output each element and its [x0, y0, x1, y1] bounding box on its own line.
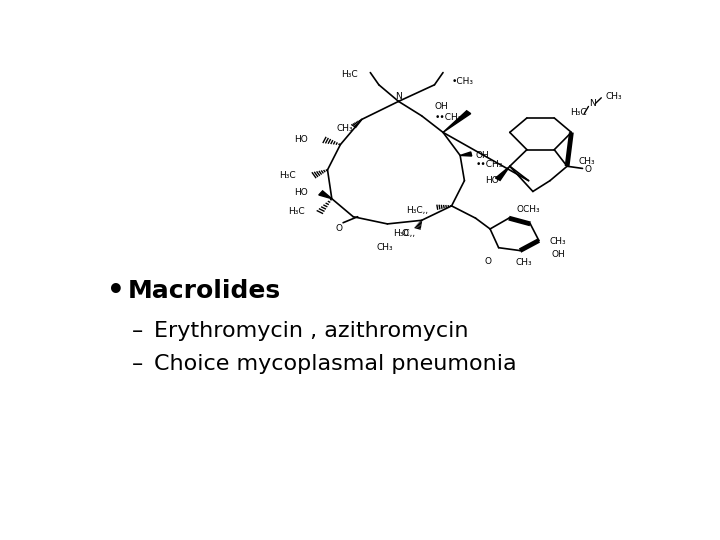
Polygon shape	[319, 191, 332, 199]
Text: CH₃: CH₃	[377, 243, 393, 252]
Text: H₃C: H₃C	[288, 207, 305, 216]
Text: CH₃: CH₃	[578, 157, 595, 166]
Text: OH: OH	[475, 151, 490, 160]
Polygon shape	[495, 166, 510, 180]
Text: O: O	[335, 225, 342, 233]
Text: HO: HO	[485, 176, 499, 185]
Text: •: •	[107, 278, 125, 306]
Text: Macrolides: Macrolides	[128, 279, 281, 303]
Text: Erythromycin , azithromycin: Erythromycin , azithromycin	[154, 321, 469, 341]
Text: ••CH₃: ••CH₃	[434, 113, 462, 123]
Text: H₃C,,: H₃C,,	[406, 206, 428, 215]
Text: H₃C: H₃C	[279, 171, 296, 180]
Polygon shape	[443, 111, 471, 132]
Text: O: O	[584, 165, 591, 174]
Text: –: –	[132, 354, 143, 374]
Text: ••CH₃: ••CH₃	[475, 160, 503, 168]
Text: Choice mycoplasmal pneumonia: Choice mycoplasmal pneumonia	[154, 354, 517, 374]
Text: HO: HO	[294, 188, 308, 198]
Text: OH: OH	[552, 251, 565, 259]
Text: OCH₃: OCH₃	[517, 205, 541, 214]
Text: H₃C: H₃C	[570, 107, 587, 117]
Text: CH₃: CH₃	[516, 258, 533, 267]
Polygon shape	[460, 152, 472, 156]
Text: H₃C: H₃C	[341, 70, 357, 79]
Text: CH₃: CH₃	[336, 124, 354, 132]
Text: HO: HO	[294, 135, 308, 144]
Text: O: O	[485, 257, 492, 266]
Text: –: –	[132, 321, 143, 341]
Text: H₃C,,: H₃C,,	[394, 229, 415, 238]
Text: CH₃: CH₃	[606, 92, 622, 101]
Text: •CH₃: •CH₃	[451, 77, 474, 86]
Text: N: N	[590, 99, 596, 108]
Text: CH₃: CH₃	[550, 238, 567, 246]
Text: O: O	[401, 229, 408, 238]
Text: N: N	[395, 92, 402, 101]
Text: OH: OH	[434, 102, 449, 111]
